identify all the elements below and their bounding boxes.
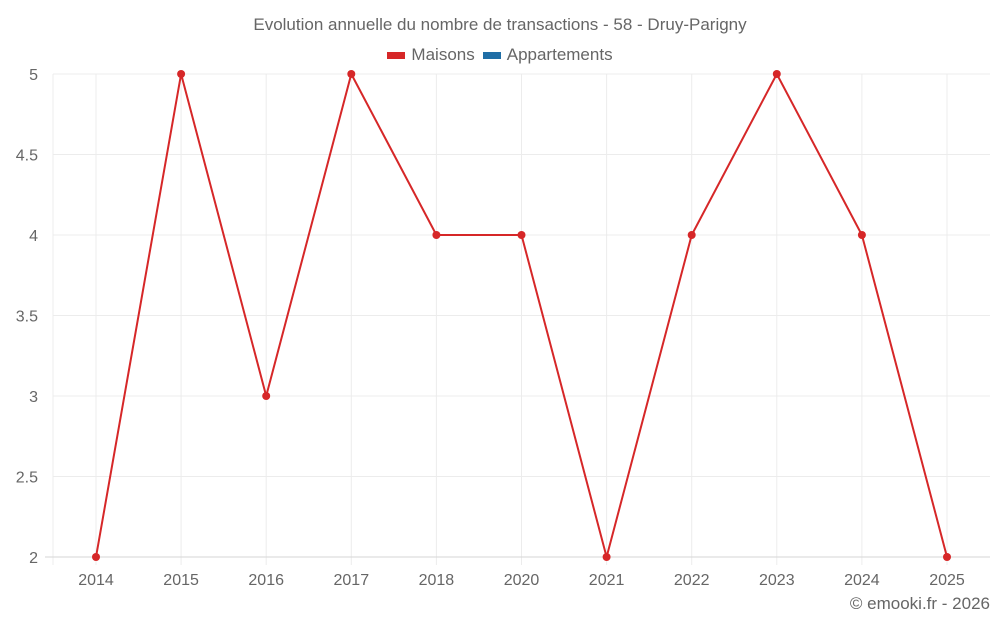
grid-lines — [45, 73, 990, 565]
legend-label-maisons: Maisons — [411, 45, 475, 64]
legend: Maisons Appartements — [0, 45, 1000, 65]
y-tick-label: 2 — [29, 550, 38, 567]
x-tick-label: 2020 — [504, 572, 540, 589]
y-tick-label: 4.5 — [16, 148, 38, 165]
y-axis: 2 2.5 3 3.5 4 4.5 5 — [16, 67, 38, 567]
x-tick-label: 2017 — [334, 572, 370, 589]
y-tick-label: 4 — [29, 228, 38, 245]
x-tick-label: 2018 — [419, 572, 455, 589]
x-tick-label: 2023 — [759, 572, 795, 589]
data-point[interactable] — [432, 231, 441, 239]
data-point[interactable] — [943, 553, 951, 561]
legend-swatch-maisons — [387, 51, 406, 59]
y-tick-label: 5 — [29, 67, 38, 84]
x-tick-label: 2021 — [589, 572, 625, 589]
chart-title: Evolution annuelle du nombre de transact… — [253, 15, 747, 34]
data-point[interactable] — [772, 70, 781, 78]
x-tick-label: 2022 — [674, 572, 710, 589]
data-point[interactable] — [347, 70, 356, 78]
data-point[interactable] — [602, 553, 611, 561]
y-tick-label: 3.5 — [16, 309, 38, 326]
data-point[interactable] — [177, 70, 186, 78]
y-tick-label: 3 — [29, 389, 38, 406]
data-point[interactable] — [262, 392, 271, 400]
x-tick-label: 2014 — [78, 572, 114, 589]
x-tick-label: 2025 — [929, 572, 965, 589]
x-tick-label: 2016 — [248, 572, 284, 589]
data-point[interactable] — [857, 231, 866, 239]
legend-swatch-appartements — [482, 51, 501, 59]
data-point[interactable] — [687, 231, 696, 239]
legend-item-maisons[interactable]: Maisons — [387, 45, 475, 65]
series-maisons — [92, 70, 951, 561]
x-tick-label: 2015 — [163, 572, 199, 589]
data-point[interactable] — [92, 553, 100, 561]
data-point[interactable] — [517, 231, 526, 239]
x-axis: 2014 2015 2016 2017 2018 2020 2021 2022 2023 2024… — [78, 572, 965, 589]
x-tick-label: 2024 — [844, 572, 880, 589]
y-tick-label: 2.5 — [16, 470, 38, 487]
credit-text: © emooki.fr - 2026 — [849, 594, 990, 613]
legend-item-appartements[interactable]: Appartements — [482, 45, 613, 65]
legend-label-appartements: Appartements — [506, 45, 613, 64]
